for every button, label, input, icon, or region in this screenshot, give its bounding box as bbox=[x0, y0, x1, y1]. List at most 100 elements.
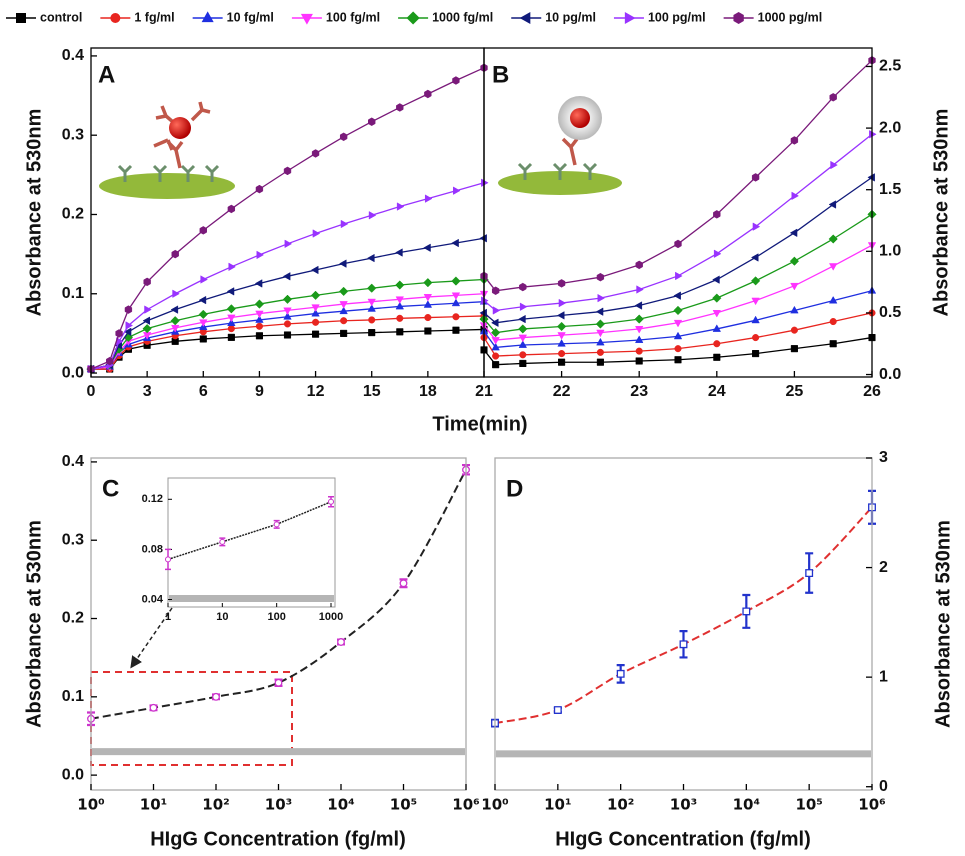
data-point bbox=[596, 320, 605, 329]
y-tick-label: 0.3 bbox=[62, 531, 84, 548]
y-tick-label: 0.4 bbox=[62, 47, 84, 64]
data-point bbox=[752, 350, 759, 357]
data-point bbox=[751, 277, 760, 286]
x-tick-label: 21 bbox=[475, 383, 493, 400]
data-point bbox=[481, 179, 488, 187]
inset-baseline-band bbox=[169, 595, 334, 602]
data-point bbox=[752, 173, 759, 181]
y-tick-label: 1.0 bbox=[879, 243, 901, 260]
data-point bbox=[171, 316, 180, 325]
x-tick-label: 24 bbox=[708, 383, 726, 400]
y-tick-label: 3 bbox=[879, 449, 888, 466]
data-point bbox=[424, 90, 431, 98]
data-point bbox=[396, 249, 403, 257]
x-tick-label: 15 bbox=[363, 383, 381, 400]
data-point bbox=[145, 306, 152, 314]
data-point bbox=[714, 340, 721, 347]
data-point bbox=[637, 286, 644, 294]
data-point bbox=[520, 352, 527, 359]
data-point bbox=[743, 608, 750, 615]
data-point bbox=[680, 641, 687, 648]
x-tick-label: 10⁵ bbox=[795, 796, 822, 814]
data-point bbox=[255, 280, 262, 288]
data-point bbox=[558, 279, 565, 287]
inset-x-tick-label: 1000 bbox=[319, 611, 343, 623]
y-tick-label: 0 bbox=[879, 778, 888, 795]
baseline-band bbox=[496, 750, 871, 757]
x-tick-label: 10¹ bbox=[544, 796, 571, 814]
data-point bbox=[397, 203, 404, 211]
y-axis-title: Absorbance at 530nm bbox=[23, 109, 45, 317]
data-point bbox=[311, 291, 320, 300]
data-point bbox=[791, 327, 798, 334]
data-point bbox=[284, 332, 291, 339]
data-point bbox=[675, 272, 682, 280]
data-point bbox=[341, 220, 348, 228]
data-point bbox=[213, 694, 220, 701]
data-point bbox=[199, 310, 208, 319]
legend-marker bbox=[407, 12, 419, 24]
panel-label: D bbox=[506, 475, 523, 502]
data-point bbox=[492, 353, 499, 360]
x-tick-label: 25 bbox=[786, 383, 804, 400]
data-point bbox=[284, 167, 291, 175]
data-point bbox=[150, 704, 157, 711]
data-point bbox=[424, 244, 431, 252]
data-point bbox=[596, 308, 603, 316]
data-point bbox=[492, 287, 499, 295]
data-point bbox=[395, 281, 404, 290]
x-tick-label: 10³ bbox=[670, 796, 697, 814]
data-point bbox=[228, 205, 235, 213]
x-tick-label: 10¹ bbox=[140, 796, 167, 814]
legend-label: 1 fg/ml bbox=[134, 10, 174, 24]
y-tick-label: 2.0 bbox=[879, 119, 901, 136]
data-point bbox=[597, 359, 604, 366]
data-point bbox=[201, 276, 208, 284]
y-tick-label: 0.0 bbox=[62, 364, 84, 381]
y-tick-label: 0.1 bbox=[62, 285, 84, 302]
inset-data-point bbox=[166, 557, 171, 562]
legend-label: 100 pg/ml bbox=[648, 10, 706, 24]
data-point bbox=[597, 273, 604, 281]
data-point bbox=[830, 340, 837, 347]
plot-frame bbox=[495, 458, 872, 790]
data-point bbox=[173, 290, 180, 298]
x-tick-label: 10⁰ bbox=[77, 796, 104, 814]
data-point bbox=[283, 295, 292, 304]
legend-label: 10 pg/ml bbox=[545, 10, 596, 24]
data-point bbox=[830, 93, 837, 101]
y-tick-label: 0.0 bbox=[879, 366, 901, 383]
data-point bbox=[400, 580, 407, 587]
x-tick-label: 10⁴ bbox=[327, 796, 354, 814]
data-point bbox=[311, 266, 318, 274]
x-tick-label: 10⁶ bbox=[452, 796, 479, 814]
data-point bbox=[806, 570, 813, 577]
data-point bbox=[116, 329, 123, 337]
data-point bbox=[396, 329, 403, 336]
data-point bbox=[283, 273, 290, 281]
data-point bbox=[714, 354, 721, 361]
data-point bbox=[520, 303, 527, 311]
data-point bbox=[144, 278, 151, 286]
data-point bbox=[200, 226, 207, 234]
legend-label: 1000 fg/ml bbox=[432, 10, 493, 24]
data-point bbox=[752, 334, 759, 341]
y-tick-label: 0.0 bbox=[62, 766, 84, 783]
y-axis-title: Absorbance at 530nm bbox=[930, 109, 952, 317]
x-tick-label: 6 bbox=[199, 383, 208, 400]
x-tick-label: 10⁰ bbox=[481, 796, 508, 814]
data-point bbox=[425, 328, 432, 335]
data-point bbox=[636, 358, 643, 365]
data-point bbox=[367, 284, 376, 293]
data-point bbox=[791, 136, 798, 144]
y-tick-label: 0.1 bbox=[62, 688, 84, 705]
data-point bbox=[256, 185, 263, 193]
fit-curve bbox=[495, 507, 872, 723]
data-point bbox=[675, 356, 682, 363]
y-axis-title: Absorbance at 530nm bbox=[23, 520, 45, 728]
inset-x-tick-label: 1 bbox=[165, 611, 171, 623]
data-point bbox=[830, 318, 837, 325]
data-point bbox=[558, 350, 565, 357]
data-point bbox=[453, 327, 460, 334]
data-point bbox=[171, 306, 178, 314]
